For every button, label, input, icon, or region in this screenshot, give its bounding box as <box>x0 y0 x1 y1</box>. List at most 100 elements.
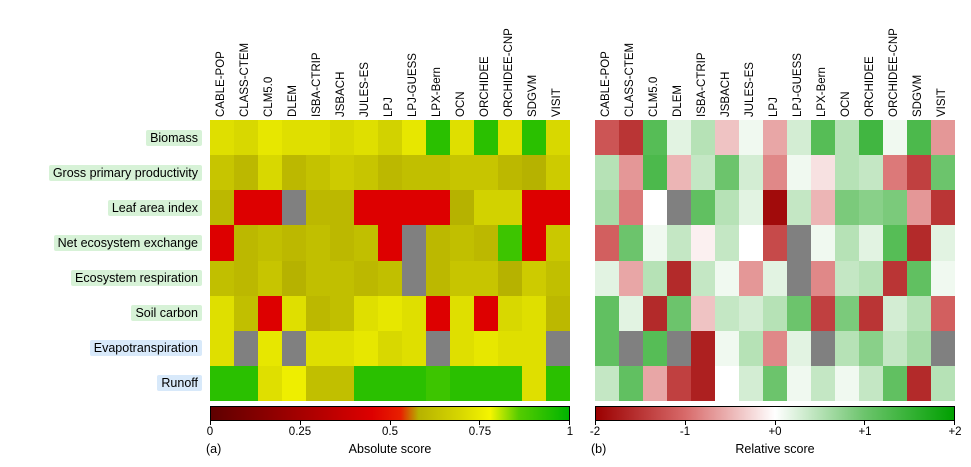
heatmap-cell <box>907 330 931 366</box>
heatmap-cell <box>522 225 546 261</box>
heatmap-cell <box>450 190 474 226</box>
heatmap-cell <box>883 260 907 296</box>
heatmap-cell <box>835 295 859 331</box>
colorbar-gradient <box>595 406 955 421</box>
column-label: LPJ <box>768 97 780 117</box>
heatmap-cell <box>234 295 258 331</box>
heatmap-cell <box>739 190 763 226</box>
column-label: JSBACH <box>720 71 732 117</box>
heatmap-absolute <box>210 120 570 401</box>
heatmap-cell <box>210 120 234 156</box>
heatmap-cell <box>402 155 426 191</box>
heatmap-cell <box>282 190 306 226</box>
heatmap-cell <box>883 120 907 156</box>
heatmap-cell <box>234 260 258 296</box>
heatmap-cell <box>691 365 715 401</box>
colorbar-tick <box>954 421 955 425</box>
column-label: ORCHIDEE-CNP <box>503 28 515 117</box>
heatmap-cell <box>522 330 546 366</box>
row-label: Runoff <box>157 375 202 392</box>
heatmap-cell <box>931 190 955 226</box>
heatmap-cell <box>282 260 306 296</box>
heatmap-cell <box>330 155 354 191</box>
heatmap-cell <box>474 225 498 261</box>
heatmap-cell <box>426 330 450 366</box>
column-label: OCN <box>840 91 852 117</box>
column-label: DLEM <box>672 85 684 117</box>
colorbar-tick <box>774 421 776 425</box>
heatmap-cell <box>595 260 619 296</box>
heatmap-cell <box>643 190 667 226</box>
heatmap-cell <box>691 120 715 156</box>
colorbar-tick-label: 0.25 <box>288 426 312 438</box>
heatmap-cell <box>498 120 522 156</box>
heatmap-cell <box>546 365 570 401</box>
column-label: LPJ-GUESS <box>792 53 804 117</box>
heatmap-cell <box>306 155 330 191</box>
heatmap-cell <box>667 190 691 226</box>
heatmap-cell <box>787 330 811 366</box>
heatmap-cell <box>643 295 667 331</box>
heatmap-cell <box>450 120 474 156</box>
heatmap-cell <box>763 190 787 226</box>
heatmap-cell <box>330 190 354 226</box>
heatmap-cell <box>811 155 835 191</box>
heatmap-cell <box>426 225 450 261</box>
heatmap-cell <box>258 260 282 296</box>
heatmap-cell <box>715 190 739 226</box>
heatmap-cell <box>474 260 498 296</box>
heatmap-cell <box>811 295 835 331</box>
heatmap-cell <box>787 190 811 226</box>
heatmap-cell <box>859 365 883 401</box>
heatmap-cell <box>282 225 306 261</box>
colorbar-tick-label: 0 <box>206 426 214 438</box>
heatmap-cell <box>378 120 402 156</box>
row-label-slot: Leaf area index <box>0 190 202 225</box>
heatmap-cell <box>667 330 691 366</box>
heatmap-cell <box>691 330 715 366</box>
heatmap-cell <box>835 225 859 261</box>
heatmap-cell <box>883 155 907 191</box>
colorbar-tick <box>210 421 211 425</box>
heatmap-cell <box>643 260 667 296</box>
heatmap-cell <box>907 120 931 156</box>
panel-relative-score: CABLE-POP CLASS-CTEM CLM5.0 DLEM ISBA-CTRIP J… <box>590 0 962 467</box>
heatmap-cell <box>306 365 330 401</box>
heatmap-cell <box>306 330 330 366</box>
heatmap-cell <box>763 260 787 296</box>
heatmap-cell <box>402 260 426 296</box>
colorbar-tick <box>864 421 866 425</box>
heatmap-cell <box>643 225 667 261</box>
heatmap-cell <box>378 190 402 226</box>
heatmap-cell <box>739 365 763 401</box>
heatmap-cell <box>306 190 330 226</box>
heatmap-cell <box>739 295 763 331</box>
heatmap-cell <box>859 225 883 261</box>
column-labels: CABLE-POP CLASS-CTEM CLM5.0 DLEM ISBA-CTRIP J… <box>210 0 570 117</box>
heatmap-cell <box>715 120 739 156</box>
row-labels: Biomass Gross primary productivity Leaf ar… <box>0 120 206 401</box>
heatmap-cell <box>210 330 234 366</box>
heatmap-cell <box>330 120 354 156</box>
heatmap-cell <box>234 120 258 156</box>
heatmap-cell <box>835 260 859 296</box>
heatmap-cell <box>643 365 667 401</box>
heatmap-cell <box>498 225 522 261</box>
heatmap-cell <box>931 295 955 331</box>
column-label: LPJ <box>383 97 395 117</box>
heatmap-cell <box>378 330 402 366</box>
heatmap-cell <box>426 120 450 156</box>
panel-letter-b: (b) <box>591 442 607 456</box>
heatmap-cell <box>595 330 619 366</box>
heatmap-cell <box>595 365 619 401</box>
heatmap-cell <box>426 155 450 191</box>
heatmap-cell <box>402 120 426 156</box>
heatmap-cell <box>811 120 835 156</box>
heatmap-cell <box>619 225 643 261</box>
heatmap-cell <box>402 295 426 331</box>
column-label: LPX-Bern <box>816 67 828 117</box>
heatmap-cell <box>763 120 787 156</box>
heatmap-cell <box>667 295 691 331</box>
row-label: Soil carbon <box>131 305 202 322</box>
